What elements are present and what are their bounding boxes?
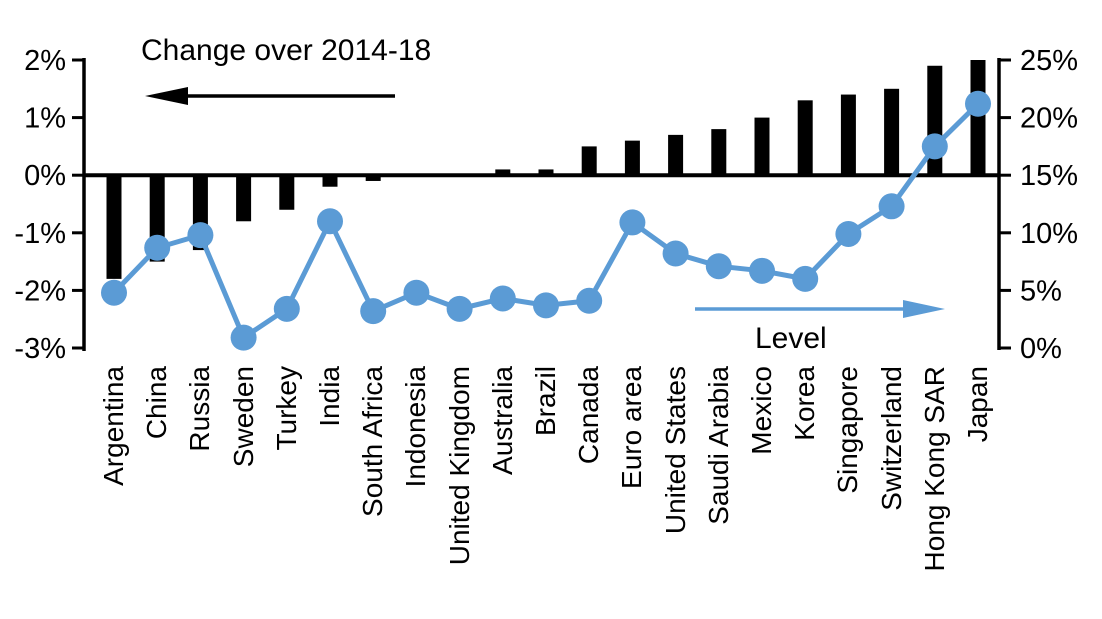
right-axis-tick-label: 10%: [1020, 218, 1078, 250]
right-axis-tick-label: 5%: [1020, 275, 1062, 307]
bar-United States: [668, 134, 684, 176]
level-point-Indonesia: [403, 279, 430, 306]
level-point-Turkey: [273, 295, 300, 322]
level-point-Australia: [489, 285, 516, 312]
level-point-Korea: [792, 265, 819, 292]
x-axis-label-Australia: Australia: [486, 366, 518, 475]
bar-Singapore: [840, 94, 856, 176]
level-point-China: [144, 234, 171, 261]
bar-Korea: [797, 100, 813, 176]
level-point-Brazil: [533, 292, 559, 319]
level-point-United Kingdom: [446, 295, 473, 322]
bar-South Africa: [365, 175, 381, 181]
right-axis-tick-label: 0%: [1020, 333, 1062, 365]
x-axis-label-Switzerland: Switzerland: [875, 366, 907, 511]
bar-Japan: [970, 60, 986, 176]
level-point-Euro area: [619, 209, 646, 236]
level-point-United States: [662, 240, 689, 267]
level-point-Canada: [576, 287, 603, 314]
left-axis-tick-label: 1%: [24, 103, 66, 135]
level-point-Japan: [965, 90, 991, 117]
level-point-India: [317, 208, 343, 235]
bar-series-annotation: Change over 2014-18: [141, 34, 432, 67]
change-arrow-head-icon: [145, 87, 188, 105]
bar-Canada: [581, 146, 597, 176]
x-axis-label-China: China: [141, 366, 173, 440]
right-axis-tick-label: 20%: [1020, 103, 1078, 135]
level-point-Saudi Arabia: [705, 253, 732, 280]
bar-Euro area: [624, 140, 640, 176]
left-axis-tick-label: -2%: [14, 275, 66, 307]
bar-India: [322, 175, 338, 187]
x-axis-label-Mexico: Mexico: [746, 366, 777, 455]
x-axis-label-Canada: Canada: [573, 366, 605, 465]
x-axis-label-Hong Kong SAR: Hong Kong SAR: [918, 366, 950, 572]
x-axis-label-South Africa: South Africa: [357, 366, 389, 517]
x-axis-label-United States: United States: [659, 366, 691, 535]
level-point-Mexico: [749, 257, 775, 284]
x-axis-label-Japan: Japan: [962, 366, 993, 443]
bar-Switzerland: [884, 88, 900, 176]
level-point-Switzerland: [878, 193, 905, 220]
level-point-Hong Kong SAR: [921, 133, 948, 160]
x-axis-label-Singapore: Singapore: [832, 366, 864, 494]
x-axis-label-Brazil: Brazil: [530, 366, 561, 437]
left-axis-tick-label: 2%: [24, 45, 66, 77]
level-point-South Africa: [360, 298, 387, 325]
x-axis-label-Euro area: Euro area: [616, 366, 648, 489]
left-axis-tick-label: -3%: [14, 333, 66, 365]
x-axis-label-Korea: Korea: [789, 366, 821, 441]
x-axis-label-Turkey: Turkey: [270, 366, 302, 451]
level-point-Argentina: [101, 279, 127, 306]
x-axis-label-Russia: Russia: [184, 366, 216, 452]
x-axis-label-Saudi Arabia: Saudi Arabia: [702, 366, 734, 525]
bar-Australia: [495, 169, 511, 176]
level-point-Singapore: [835, 220, 862, 247]
level-arrow-head-icon: [903, 300, 945, 318]
bar-Brazil: [538, 169, 554, 176]
level-point-Sweden: [230, 324, 257, 351]
x-axis-label-United Kingdom: United Kingdom: [443, 366, 475, 566]
bar-Mexico: [754, 117, 770, 176]
x-axis-label-Sweden: Sweden: [227, 366, 259, 468]
level-point-Russia: [187, 222, 214, 249]
x-axis-label-India: India: [314, 366, 345, 427]
left-axis-tick-label: -1%: [14, 218, 66, 250]
bar-Sweden: [236, 175, 252, 222]
right-axis-tick-label: 15%: [1020, 160, 1078, 192]
x-axis-label-Argentina: Argentina: [98, 366, 129, 486]
bar-Saudi Arabia: [711, 129, 727, 176]
line-series-annotation: Level: [755, 322, 827, 355]
left-axis-tick-label: 0%: [24, 160, 66, 192]
right-axis-tick-label: 25%: [1020, 45, 1078, 77]
x-axis-label-Indonesia: Indonesia: [400, 366, 432, 488]
bar-Argentina: [106, 175, 122, 279]
bar-Turkey: [279, 175, 295, 210]
